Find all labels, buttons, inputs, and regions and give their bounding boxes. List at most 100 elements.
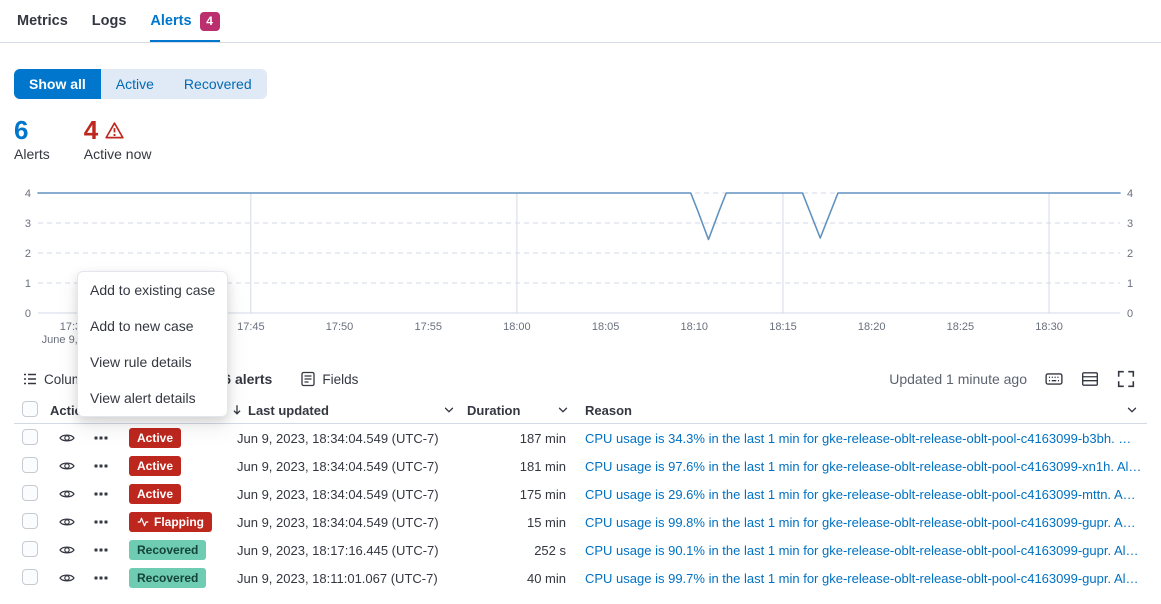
stat-active-now: 4 Active now	[84, 115, 152, 165]
more-actions-icon[interactable]	[91, 484, 111, 504]
status-badge: Flapping	[129, 512, 212, 532]
active-now-label: Active now	[83, 146, 152, 162]
view-alert-details-icon[interactable]	[57, 456, 77, 476]
filter-active-button[interactable]: Active	[101, 69, 169, 99]
chevron-down-icon[interactable]	[442, 403, 456, 417]
table-row: Active Jun 9, 2023, 18:34:04.549 (UTC-7)…	[14, 424, 1147, 452]
row-checkbox[interactable]	[22, 428, 38, 445]
svg-text:1: 1	[25, 278, 31, 290]
status-badge: Active	[129, 456, 182, 476]
duration-cell: 181 min	[519, 458, 566, 474]
view-alert-details-icon[interactable]	[57, 428, 77, 448]
last-updated-cell: Jun 9, 2023, 18:34:04.549 (UTC-7)	[237, 514, 439, 530]
filter-show-all-button[interactable]: Show all	[14, 69, 101, 99]
reason-link[interactable]: CPU usage is 90.1% in the last 1 min for…	[585, 542, 1139, 558]
more-actions-icon[interactable]	[91, 456, 111, 476]
more-actions-icon[interactable]	[91, 428, 111, 448]
tab-logs[interactable]: Logs	[91, 13, 127, 29]
duration-cell: 40 min	[526, 570, 566, 586]
last-updated-header-label: Last updated	[248, 402, 329, 418]
chevron-down-icon[interactable]	[1125, 403, 1139, 417]
fullscreen-icon[interactable]	[1117, 370, 1135, 388]
last-updated-cell: Jun 9, 2023, 18:17:16.445 (UTC-7)	[237, 542, 439, 558]
table-row: Active Jun 9, 2023, 18:34:04.549 (UTC-7)…	[14, 480, 1147, 508]
keyboard-shortcuts-icon[interactable]	[1045, 370, 1063, 388]
svg-text:18:30: 18:30	[1035, 321, 1063, 333]
svg-text:3: 3	[1127, 218, 1133, 230]
tab-alerts[interactable]: Alerts 4	[150, 0, 220, 42]
more-actions-icon[interactable]	[91, 512, 111, 532]
svg-text:2: 2	[25, 248, 31, 260]
duration-cell: 15 min	[526, 514, 566, 530]
alerts-summary: 6 Alerts 4 Active now	[14, 115, 1147, 165]
svg-text:18:05: 18:05	[592, 321, 620, 333]
svg-text:18:15: 18:15	[769, 321, 797, 333]
filter-recovered-button[interactable]: Recovered	[169, 69, 267, 99]
display-options-icon[interactable]	[1081, 370, 1099, 388]
tab-alerts-label: Alerts	[150, 13, 192, 29]
active-now-value: 4	[83, 115, 99, 145]
duration-cell: 252 s	[534, 542, 566, 558]
row-checkbox[interactable]	[22, 456, 38, 473]
reason-link[interactable]: CPU usage is 29.6% in the last 1 min for…	[585, 486, 1136, 502]
reason-header-label: Reason	[585, 402, 632, 418]
more-actions-icon[interactable]	[91, 540, 111, 560]
columns-icon	[22, 371, 38, 387]
last-updated-cell: Jun 9, 2023, 18:34:04.549 (UTC-7)	[237, 430, 439, 446]
more-actions-icon[interactable]	[91, 568, 111, 588]
duration-cell: 175 min	[519, 486, 566, 502]
svg-text:18:25: 18:25	[947, 321, 975, 333]
status-filter-row: Show all Active Recovered	[14, 69, 1147, 99]
warning-triangle-icon	[105, 121, 124, 140]
view-alert-details-icon[interactable]	[57, 484, 77, 504]
row-checkbox[interactable]	[22, 484, 38, 501]
reason-link[interactable]: CPU usage is 99.8% in the last 1 min for…	[585, 514, 1136, 530]
svg-text:0: 0	[1127, 308, 1133, 320]
view-alert-details-icon[interactable]	[57, 568, 77, 588]
row-checkbox[interactable]	[22, 568, 38, 585]
svg-text:18:10: 18:10	[681, 321, 709, 333]
svg-text:2: 2	[1127, 248, 1133, 260]
column-header-reason[interactable]: Reason	[572, 403, 1147, 418]
menu-item-view-rule-details[interactable]: View rule details	[90, 354, 192, 370]
svg-text:4: 4	[1127, 188, 1133, 200]
reason-link[interactable]: CPU usage is 34.3% in the last 1 min for…	[585, 430, 1132, 446]
duration-header-label: Duration	[467, 402, 521, 418]
view-alert-details-icon[interactable]	[57, 540, 77, 560]
table-header-row: Actions Last updated Duration Reason	[14, 397, 1147, 424]
tab-metrics[interactable]: Metrics	[17, 13, 68, 29]
alerts-total-value: 6	[14, 115, 29, 145]
column-header-duration[interactable]: Duration	[460, 403, 572, 418]
row-checkbox[interactable]	[22, 540, 38, 557]
svg-text:4: 4	[25, 188, 31, 200]
alert-actions-menu: Add to existing case Add to new case Vie…	[77, 271, 228, 417]
reason-link[interactable]: CPU usage is 99.7% in the last 1 min for…	[585, 570, 1139, 586]
status-filter-group: Show all Active Recovered	[14, 69, 267, 99]
last-updated-cell: Jun 9, 2023, 18:11:01.067 (UTC-7)	[237, 570, 438, 586]
table-row: Flapping Jun 9, 2023, 18:34:04.549 (UTC-…	[14, 508, 1147, 536]
svg-text:17:45: 17:45	[237, 321, 265, 333]
view-alert-details-icon[interactable]	[57, 512, 77, 532]
status-badge: Recovered	[129, 540, 207, 560]
row-checkbox[interactable]	[22, 512, 38, 529]
fields-button-label: Fields	[322, 371, 359, 387]
duration-cell: 187 min	[519, 430, 566, 446]
chevron-down-icon[interactable]	[556, 403, 570, 417]
menu-item-add-to-existing-case[interactable]: Add to existing case	[90, 282, 216, 298]
sort-descending-icon	[230, 403, 244, 417]
svg-text:18:00: 18:00	[503, 321, 531, 333]
column-header-last-updated[interactable]: Last updated	[228, 403, 460, 418]
fields-icon	[300, 371, 316, 387]
alerts-total-label: Alerts	[14, 146, 50, 162]
menu-item-add-to-new-case[interactable]: Add to new case	[90, 318, 194, 334]
table-row: Recovered Jun 9, 2023, 18:17:16.445 (UTC…	[14, 536, 1147, 564]
select-all-checkbox[interactable]	[22, 400, 38, 417]
reason-link[interactable]: CPU usage is 97.6% in the last 1 min for…	[585, 458, 1142, 474]
stat-alerts-total: 6 Alerts	[14, 115, 50, 165]
menu-item-view-alert-details[interactable]: View alert details	[90, 390, 196, 406]
fields-button[interactable]: Fields	[292, 371, 366, 387]
last-updated-cell: Jun 9, 2023, 18:34:04.549 (UTC-7)	[237, 486, 439, 502]
alert-count-label: 6 alerts	[223, 371, 273, 387]
svg-text:3: 3	[25, 218, 31, 230]
svg-text:18:20: 18:20	[858, 321, 886, 333]
